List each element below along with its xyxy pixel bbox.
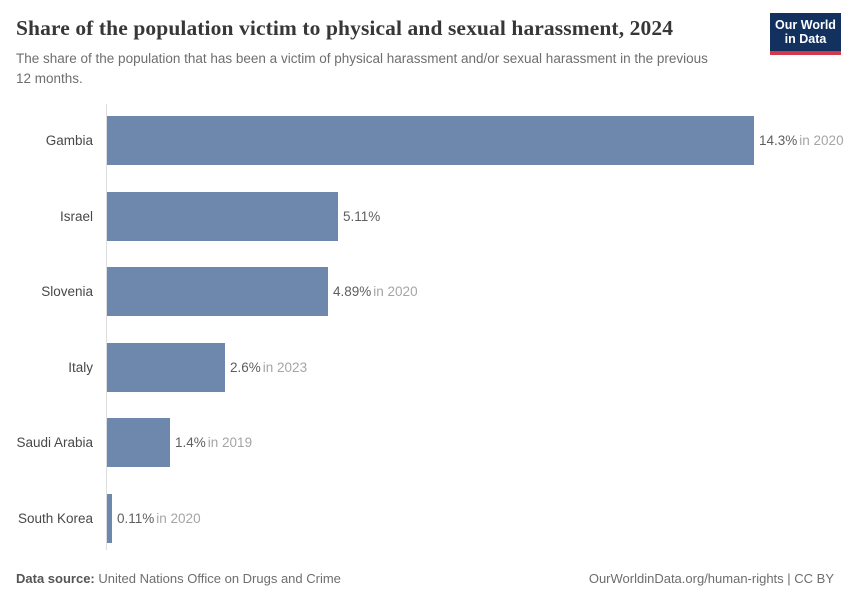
value-number: 1.4%: [175, 435, 206, 451]
bar-row: Israel 5.11%: [16, 179, 834, 255]
value-label: 4.89% in 2020: [333, 284, 418, 299]
bar[interactable]: [107, 191, 338, 241]
owid-logo[interactable]: Our World in Data: [770, 13, 841, 55]
bar-track: 1.4% in 2019: [107, 418, 834, 468]
value-label: 1.4% in 2019: [175, 435, 252, 450]
country-label: Italy: [68, 359, 93, 375]
chart-subtitle: The share of the population that has bee…: [16, 51, 708, 86]
data-source-value: United Nations Office on Drugs and Crime: [98, 571, 341, 586]
chart-footer: Data source: United Nations Office on Dr…: [16, 571, 834, 586]
bar-row: Italy 2.6% in 2023: [16, 330, 834, 406]
country-label: Gambia: [45, 133, 93, 149]
country-label: Saudi Arabia: [16, 435, 93, 451]
data-source-label: Data source:: [16, 571, 95, 586]
y-axis-line: [106, 104, 107, 551]
value-year-note: in 2020: [373, 284, 418, 300]
data-source: Data source: United Nations Office on Dr…: [16, 571, 341, 586]
value-number: 5.11%: [343, 208, 381, 224]
value-number: 4.89%: [333, 284, 372, 300]
chart-title: Share of the population victim to physic…: [16, 16, 674, 40]
bar-track: 4.89% in 2020: [107, 267, 834, 317]
attribution: OurWorldinData.org/human-rights | CC BY: [589, 571, 834, 586]
value-year-note: in 2019: [207, 435, 253, 451]
bar[interactable]: [107, 116, 754, 166]
bar-row: Saudi Arabia 1.4% in 2019: [16, 405, 834, 481]
bar[interactable]: [107, 493, 112, 543]
value-label: 14.3% in 2020: [759, 133, 844, 148]
bar-track: 14.3% in 2020: [107, 116, 844, 166]
bar-chart: Gambia 14.3% in 2020 Israel 5.11% Slovenia 4.8…: [16, 103, 844, 557]
value-label: 2.6% in 2023: [230, 360, 307, 375]
country-label: South Korea: [17, 510, 93, 526]
bar-track: 0.11% in 2020: [107, 493, 834, 543]
value-label: 5.11%: [343, 209, 380, 224]
value-year-note: in 2023: [262, 359, 308, 375]
owid-logo-line2: in Data: [784, 32, 827, 47]
bar-track: 2.6% in 2023: [107, 342, 834, 392]
bar-row: Gambia 14.3% in 2020: [16, 103, 844, 179]
bar-row: Slovenia 4.89% in 2020: [16, 254, 834, 330]
attribution-link[interactable]: OurWorldinData.org/human-rights | CC BY: [588, 571, 834, 586]
value-year-note: in 2020: [156, 510, 201, 526]
value-number: 2.6%: [230, 359, 261, 375]
value-year-note: in 2020: [799, 133, 844, 149]
value-number: 0.11%: [117, 510, 155, 526]
value-number: 14.3%: [759, 133, 798, 149]
bar-rows: Gambia 14.3% in 2020 Israel 5.11% Slovenia 4.8…: [16, 103, 844, 557]
bar-track: 5.11%: [107, 191, 834, 241]
country-label: Slovenia: [41, 284, 93, 300]
bar[interactable]: [107, 342, 225, 392]
bar[interactable]: [107, 418, 170, 468]
bar[interactable]: [107, 267, 328, 317]
owid-logo-line1: Our World: [775, 18, 836, 32]
country-label: Israel: [59, 208, 93, 224]
bar-row: South Korea 0.11% in 2020: [16, 481, 834, 557]
value-label: 0.11% in 2020: [117, 511, 201, 526]
